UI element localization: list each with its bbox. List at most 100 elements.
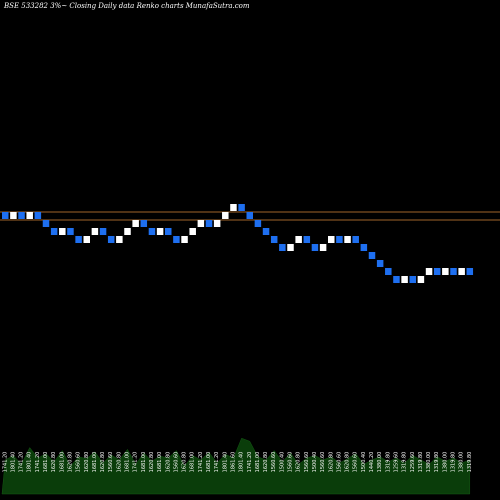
down-brick <box>450 268 457 276</box>
volume-area <box>1 437 471 495</box>
down-brick <box>75 236 82 244</box>
up-brick <box>116 236 123 244</box>
tick-label: 1620.80 <box>296 452 302 473</box>
down-brick <box>311 244 319 252</box>
tick-label: 1319.80 <box>467 452 473 473</box>
up-brick <box>425 268 433 276</box>
down-brick <box>262 228 270 236</box>
tick-label: 1681.00 <box>190 452 196 473</box>
tick-label: 1681.00 <box>157 452 163 473</box>
tick-label: 1681.00 <box>43 452 49 473</box>
tick-label: 1681.00 <box>141 452 147 473</box>
tick-label: 1319.80 <box>402 452 408 473</box>
tick-label: 1741.20 <box>2 452 8 473</box>
down-brick <box>254 220 262 228</box>
down-brick <box>466 268 474 276</box>
down-brick <box>352 236 359 244</box>
tick-label: 1560.60 <box>173 452 179 473</box>
tick-label: 1801.40 <box>27 452 33 473</box>
up-brick <box>287 244 294 252</box>
up-brick <box>417 276 425 284</box>
tick-label: 1319.80 <box>385 452 391 473</box>
up-brick <box>124 228 131 236</box>
down-brick <box>270 236 278 244</box>
tick-label: 1620.80 <box>263 452 269 473</box>
down-brick <box>393 276 400 284</box>
down-brick <box>279 244 286 252</box>
down-brick <box>50 228 58 236</box>
down-brick <box>368 252 376 260</box>
tick-label: 1259.60 <box>393 452 399 473</box>
tick-label: 1801.40 <box>222 452 228 473</box>
tick-label: 1440.20 <box>369 452 375 473</box>
down-brick <box>376 260 384 268</box>
tick-label: 1681.00 <box>206 452 212 473</box>
down-brick <box>42 220 50 228</box>
down-brick <box>173 236 180 244</box>
down-brick <box>360 244 368 252</box>
down-brick <box>107 236 115 244</box>
down-brick <box>148 228 156 236</box>
tick-label: 1380.00 <box>442 452 448 473</box>
tick-label: 1741.20 <box>214 452 220 473</box>
tick-label: 1380.00 <box>426 452 432 473</box>
tick-label: 1681.00 <box>125 452 131 473</box>
up-brick <box>26 212 33 220</box>
tick-label: 1620.80 <box>67 452 73 473</box>
up-brick <box>328 236 335 244</box>
tick-label: 1560.60 <box>336 452 342 473</box>
tick-label: 1620.80 <box>149 452 155 473</box>
up-brick <box>132 220 139 228</box>
tick-label: 1380.00 <box>377 452 383 473</box>
tick-label: 1681.00 <box>255 452 261 473</box>
tick-label: 1620.80 <box>165 452 171 473</box>
up-brick <box>156 228 164 236</box>
down-brick <box>385 268 392 276</box>
tick-label: 1861.60 <box>230 452 236 473</box>
tick-label: 1620.80 <box>100 452 106 473</box>
down-brick <box>165 228 172 236</box>
tick-label: 1500.40 <box>312 452 318 473</box>
tick-label: 1380.00 <box>459 452 465 473</box>
up-brick <box>213 220 221 228</box>
tick-label: 1560.60 <box>320 452 326 473</box>
renko-bricks <box>2 204 474 284</box>
tick-label: 1319.80 <box>434 452 440 473</box>
tick-label: 1259.60 <box>410 452 416 473</box>
tick-label: 1620.80 <box>345 452 351 473</box>
down-brick <box>67 228 74 236</box>
tick-label: 1620.80 <box>116 452 122 473</box>
tick-label: 1319.80 <box>418 452 424 473</box>
down-brick <box>336 236 343 244</box>
up-brick <box>319 244 327 252</box>
up-brick <box>442 268 449 276</box>
tick-label: 1500.40 <box>279 452 285 473</box>
tick-label: 1620.80 <box>51 452 57 473</box>
tick-label: 1741.20 <box>35 452 41 473</box>
tick-label: 1681.00 <box>92 452 98 473</box>
tick-label: 1319.80 <box>451 452 457 473</box>
up-brick <box>344 236 351 244</box>
up-brick <box>295 236 302 244</box>
up-brick <box>83 236 90 244</box>
down-brick <box>99 228 107 236</box>
down-brick <box>140 220 148 228</box>
volume-area-path <box>1 437 471 495</box>
tick-label: 1801.40 <box>239 452 245 473</box>
tick-label: 1560.60 <box>108 452 114 473</box>
down-brick <box>18 212 25 220</box>
down-brick <box>2 212 9 220</box>
tick-label: 1560.60 <box>304 452 310 473</box>
up-brick <box>197 220 205 228</box>
down-brick <box>34 212 42 220</box>
down-brick <box>303 236 311 244</box>
tick-label: 1681.00 <box>59 452 65 473</box>
tick-label: 1620.80 <box>84 452 90 473</box>
up-brick <box>91 228 99 236</box>
tick-labels: 1741.20 1801.40 1741.20 1801.40 1741.20 1681.… <box>2 452 473 473</box>
down-brick <box>246 212 253 220</box>
tick-label: 1500.40 <box>361 452 367 473</box>
down-brick <box>205 220 213 228</box>
